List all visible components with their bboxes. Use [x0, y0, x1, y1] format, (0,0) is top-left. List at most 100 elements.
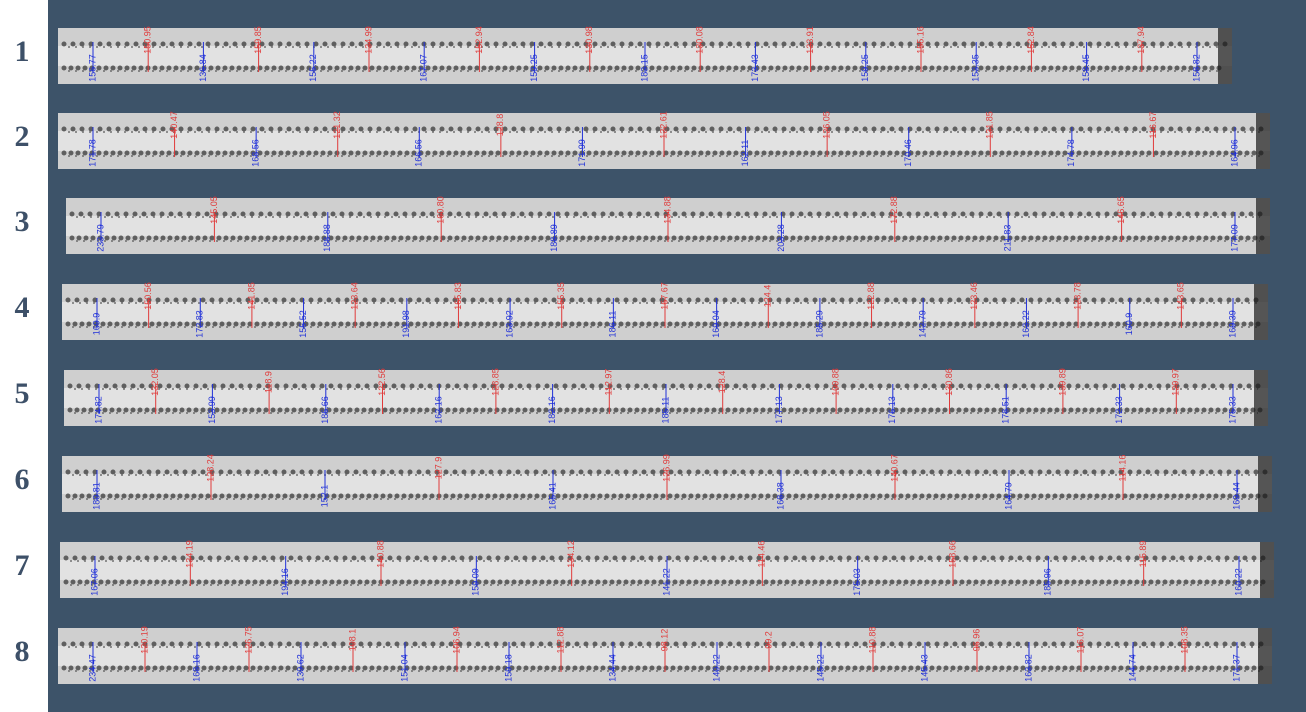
measure-label: 171.37 [1231, 654, 1241, 682]
measure-label: 140.88 [375, 540, 385, 568]
measure-label: 176.13 [887, 396, 897, 424]
measure-label: 116.67 [1148, 112, 1158, 139]
measure-label: 172.33 [1114, 396, 1124, 424]
measure-label: 106.94 [451, 626, 461, 654]
strip-end [1258, 456, 1272, 512]
strip-end [1218, 28, 1232, 84]
strip-end [1260, 542, 1274, 598]
measure-label: 130.08 [695, 26, 705, 54]
measure-label: 186.11 [608, 311, 618, 338]
measure-label: 163.82 [1023, 654, 1033, 682]
measure-label: 150.56 [143, 282, 153, 310]
measure-label: 140.22 [711, 654, 721, 682]
measure-label: 156.77 [87, 54, 97, 82]
measure-label: 116.07 [1075, 627, 1085, 654]
measure-label: 158.66 [947, 540, 957, 568]
measure-label: 140.47 [169, 111, 179, 139]
measure-label: 234.47 [87, 654, 97, 682]
measure-label: 108.35 [1179, 626, 1189, 654]
measure-label: 169.9 [91, 313, 101, 336]
row-number: 7 [15, 549, 30, 582]
measure-label: 182.16 [547, 396, 557, 424]
measure-label: 124.4 [763, 285, 773, 308]
measure-label: 145.05 [209, 196, 219, 224]
measure-label: 126.05 [822, 111, 832, 139]
measure-label: 134.99 [363, 26, 373, 54]
measure-label: 144.74 [1127, 654, 1137, 682]
measure-label: 169.44 [1231, 482, 1241, 510]
measure-label: 110.88 [867, 627, 877, 654]
measure-label: 177.13 [774, 396, 784, 424]
measure-label: 114.46 [757, 541, 767, 568]
measure-label: 109.88 [830, 368, 840, 396]
measure-label: 168.56 [251, 139, 261, 167]
measure-label: 128.85 [490, 368, 500, 396]
background [48, 0, 1306, 712]
strip-row: 4169.9150.56172.83141.85155.52123.64191.… [15, 282, 1269, 340]
measure-label: 166.56 [414, 139, 424, 167]
strip-end [1256, 113, 1270, 169]
measure-label: 168.16 [191, 654, 201, 682]
measure-label: 129.97 [1171, 368, 1181, 396]
measure-label: 172.88 [889, 196, 899, 224]
row-number: 4 [15, 291, 30, 324]
measure-label: 153.99 [207, 396, 217, 424]
measure-label: 108.1 [347, 629, 357, 652]
measure-label: 139.62 [295, 654, 305, 682]
measure-label: 126.75 [243, 626, 253, 654]
measure-label: 175.33 [1227, 396, 1237, 424]
measure-label: 130.86 [944, 368, 954, 396]
measure-label: 126.99 [661, 454, 671, 482]
strip-row: 8234.47120.19168.16126.75139.62108.1151.… [15, 626, 1273, 684]
measure-label: 122.56 [377, 368, 387, 396]
measure-label: 118.9 [263, 371, 273, 393]
measure-label: 165.83 [453, 282, 463, 310]
measure-label: 159.18 [503, 654, 513, 682]
measure-label: 167.67 [659, 282, 669, 310]
row-number: 1 [15, 35, 30, 68]
measure-label: 155.22 [308, 54, 318, 82]
measure-label: 137.94 [1136, 26, 1146, 54]
measure-label: 134.12 [566, 540, 576, 568]
measure-label: 145.43 [919, 654, 929, 682]
measure-label: 96.96 [971, 629, 981, 652]
measure-label: 183.15 [639, 54, 649, 82]
measure-label: 163.92 [504, 310, 514, 338]
measure-label: 167.06 [89, 568, 99, 596]
measure-label: 130.98 [584, 26, 594, 54]
measure-label: 123.78 [1072, 282, 1082, 310]
measure-label: 153.35 [971, 54, 981, 82]
strip-end [1256, 198, 1270, 254]
measure-label: 155.35 [556, 282, 566, 310]
measure-label: 171.99 [577, 139, 587, 167]
measure-label: 167.07 [419, 54, 429, 82]
measure-label: 140.67 [889, 454, 899, 482]
page: {"label_colors":{"blue":"#2030d8","red":… [0, 0, 1306, 712]
row-number: 8 [15, 635, 30, 668]
measure-label: 141.85 [246, 282, 256, 310]
strip-end [1254, 284, 1268, 340]
measure-label: 162.16 [434, 396, 444, 424]
measure-label: 194.16 [280, 568, 290, 596]
measure-label: 160.9 [1124, 313, 1134, 336]
measure-label: 158.82 [1191, 54, 1201, 82]
measure-label: 158.45 [1081, 54, 1091, 82]
measure-label: 160.80 [436, 196, 446, 224]
measure-label: 162.11 [740, 140, 750, 167]
measure-label: 122.88 [866, 282, 876, 310]
measure-label: 185.29 [814, 310, 824, 338]
strip-row: 6180.81128.24152.1127.9165.41126.99168.3… [15, 454, 1273, 512]
measure-label: 172.83 [195, 310, 205, 338]
measure-label: 159.25 [529, 54, 539, 82]
measure-label: 168.38 [775, 482, 785, 510]
measure-label: 132.05 [150, 368, 160, 396]
measure-label: 123.64 [350, 282, 360, 310]
measure-label: 185.11 [660, 397, 670, 424]
measure-label: 178.51 [1001, 396, 1011, 424]
measure-label: 164.96 [1229, 139, 1239, 167]
measure-label: 146.65 [1116, 196, 1126, 224]
measure-label: 188.89 [549, 224, 559, 252]
row-number: 6 [15, 463, 30, 496]
measure-label: 152.84 [1026, 26, 1036, 54]
strip-row: 2171.78140.47168.56121.32166.56128.8171.… [15, 111, 1271, 169]
